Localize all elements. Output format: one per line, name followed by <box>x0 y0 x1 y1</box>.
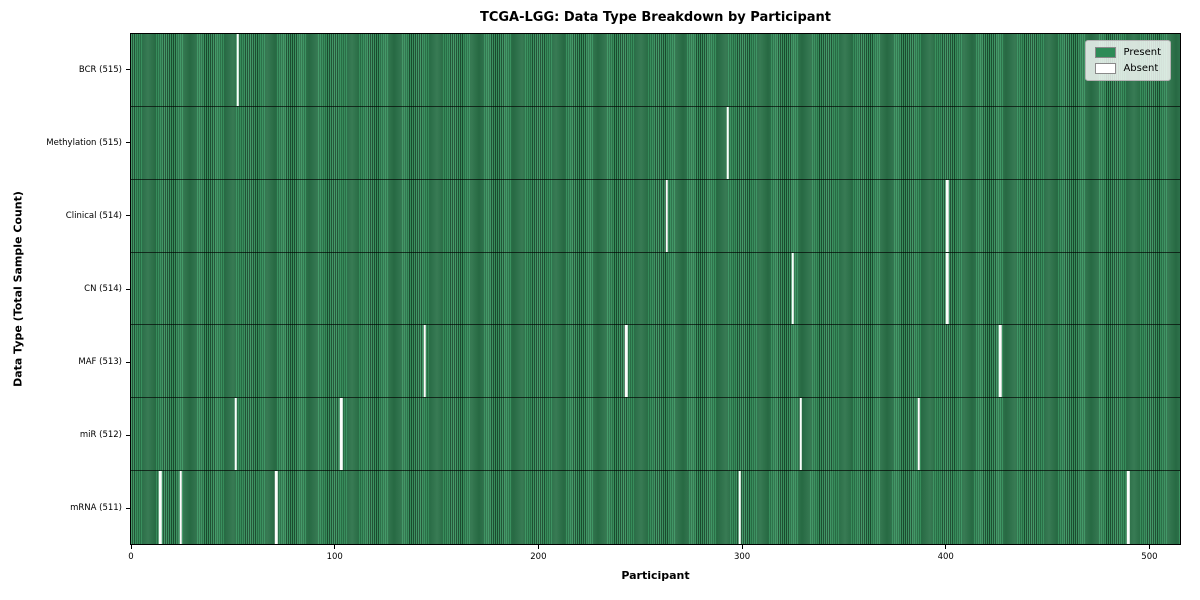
x-tick-label: 400 <box>937 552 954 562</box>
present-swatch-icon <box>1095 47 1117 58</box>
row-band-Methylation <box>131 106 1180 180</box>
absent-gap <box>726 106 729 179</box>
x-tick-mark <box>537 545 539 549</box>
x-tick-label: 200 <box>530 552 547 562</box>
absent-gap <box>998 325 1002 398</box>
chart-title: TCGA-LGG: Data Type Breakdown by Partici… <box>479 10 832 25</box>
y-tick-label: miR (512) <box>79 430 122 441</box>
y-tick-mark <box>126 507 130 509</box>
absent-gap <box>624 325 628 398</box>
x-tick-label: 0 <box>128 552 134 562</box>
absent-gap <box>275 471 278 544</box>
legend-item-present: Present <box>1095 47 1161 58</box>
absent-gap <box>340 398 343 471</box>
legend-label-present: Present <box>1123 47 1161 58</box>
absent-gap <box>234 398 237 471</box>
y-tick-label: Clinical (514) <box>65 210 122 221</box>
absent-gap <box>791 252 794 325</box>
row-band-Clinical <box>131 179 1180 253</box>
absent-gap <box>945 252 949 325</box>
absent-gap <box>665 179 668 252</box>
x-tick-label: 500 <box>1141 552 1158 562</box>
legend-label-absent: Absent <box>1123 63 1159 74</box>
x-tick-mark <box>945 545 947 549</box>
y-tick-mark <box>126 434 130 436</box>
absent-gap <box>738 471 742 544</box>
absent-gap <box>799 398 803 471</box>
legend-item-absent: Absent <box>1095 63 1161 74</box>
absent-gap <box>917 398 921 471</box>
absent-gap <box>1126 471 1130 544</box>
y-tick-mark <box>126 142 130 144</box>
absent-gap <box>159 471 162 544</box>
x-tick-mark <box>741 545 743 549</box>
y-tick-label: CN (514) <box>84 284 122 294</box>
x-tick-mark <box>334 545 336 549</box>
y-tick-label: mRNA (511) <box>70 503 122 514</box>
row-band-mRNA <box>131 471 1180 544</box>
x-tick-mark <box>130 545 132 549</box>
y-tick-mark <box>126 215 130 217</box>
x-axis-label: Participant <box>621 569 690 582</box>
absent-gap <box>236 34 239 106</box>
row-band-MAF <box>131 325 1180 399</box>
legend: Present Absent <box>1085 40 1171 81</box>
absent-gap <box>179 471 183 544</box>
row-band-CN <box>131 252 1180 326</box>
x-tick-label: 100 <box>326 552 343 562</box>
x-tick-label: 300 <box>733 552 751 562</box>
absent-gap <box>945 179 949 252</box>
absent-gap <box>423 325 426 398</box>
x-tick-mark <box>1148 545 1150 549</box>
row-band-miR <box>131 398 1180 472</box>
plot-area: Present Absent <box>130 33 1181 545</box>
row-band-BCR <box>131 34 1180 107</box>
y-tick-mark <box>126 69 130 71</box>
y-tick-label: MAF (513) <box>78 357 122 368</box>
y-tick-mark <box>126 288 130 290</box>
y-tick-label: Methylation (515) <box>46 137 122 148</box>
absent-swatch-icon <box>1095 63 1117 74</box>
y-tick-mark <box>126 361 130 363</box>
y-tick-label: BCR (515) <box>78 64 122 75</box>
